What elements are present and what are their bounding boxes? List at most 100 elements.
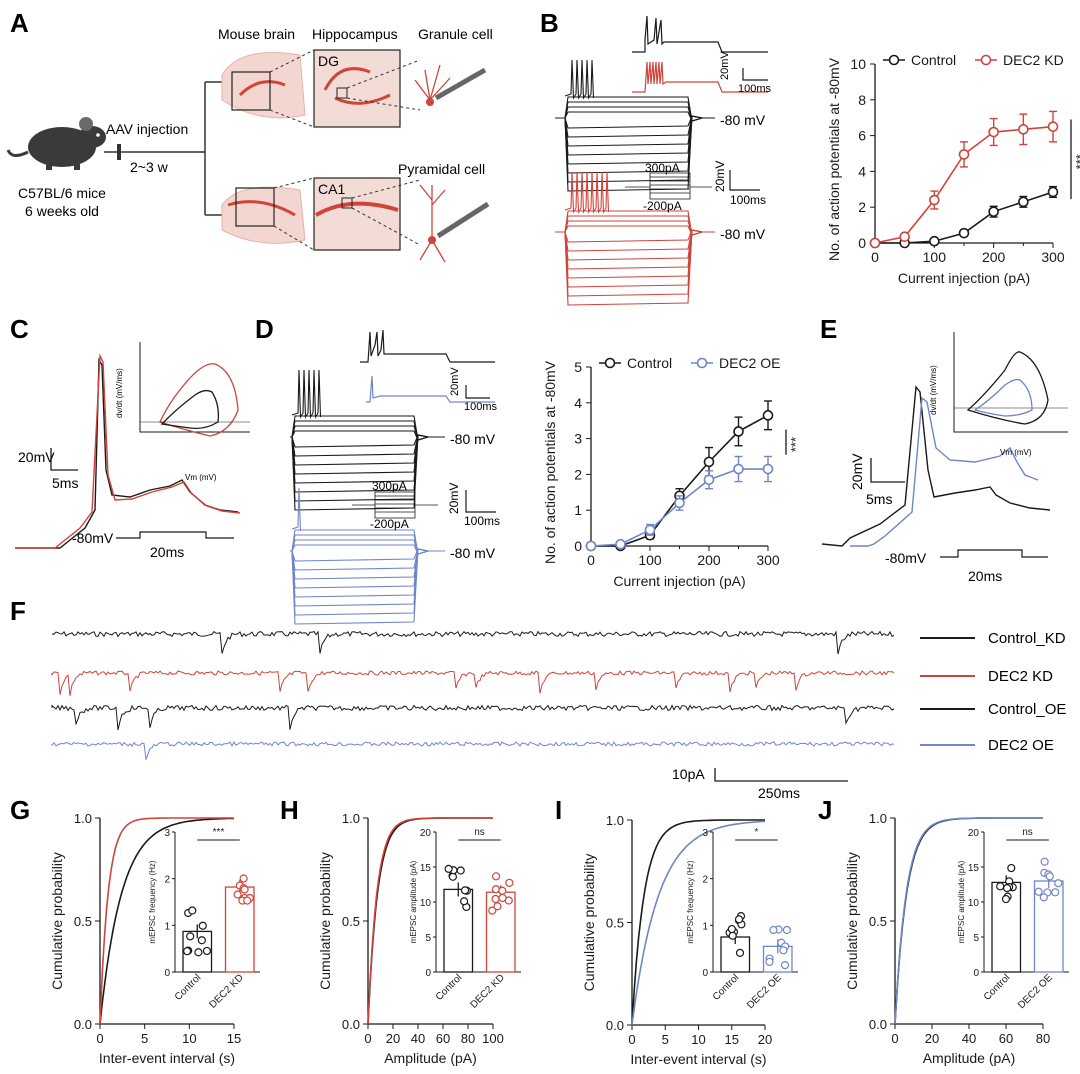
legend-label-control-oe: Control_OE	[988, 701, 1067, 718]
depolarizing-step-trace	[555, 210, 715, 236]
inset-y-tick-label: 20	[420, 828, 432, 839]
inset-significance-marker: ns	[474, 827, 485, 838]
y-axis-label: Cumulative probability	[317, 852, 333, 990]
inset-data-point	[456, 866, 465, 875]
cdf-control	[367, 817, 493, 1025]
chart-B: 0 100 200 300 0 2 4 6 8 10 Current injection (pA) N…	[826, 52, 1080, 286]
panel-d-holding-control: -80 mV	[450, 431, 496, 447]
data-point	[929, 235, 940, 247]
panel-f-scale-time: 250ms	[758, 785, 801, 801]
y-tick-label: 1.0	[869, 811, 887, 826]
x-tick-label: 80	[1036, 1031, 1050, 1046]
x-tick-label: 200	[982, 249, 1006, 265]
panel-e-holding: -80mV	[885, 550, 927, 566]
cdf-control	[631, 819, 765, 1026]
panel-label-i: I	[555, 795, 563, 825]
inset-data-point	[498, 886, 507, 895]
x-tick-label: 40	[411, 1031, 425, 1046]
inset-data-point	[488, 906, 497, 915]
inset-category-label: Control	[982, 972, 1013, 1003]
inset-data-point	[782, 925, 791, 935]
panel-c-kd-ap	[15, 353, 241, 549]
cdf-treatment	[99, 817, 234, 1025]
inset-data-point	[779, 946, 788, 955]
inset-data-point	[1040, 857, 1049, 866]
inset-significance-marker: ns	[1022, 827, 1033, 838]
inset-data-point	[735, 948, 745, 957]
panel-c-duration: 20ms	[150, 544, 185, 560]
panel-label-a: A	[10, 8, 29, 38]
y-tick-label: 2	[574, 466, 582, 482]
data-point	[869, 237, 881, 249]
inset-data-point	[1034, 887, 1043, 896]
panel-b-kd-traces	[555, 171, 715, 306]
panel-e-scale-t: 5ms	[866, 491, 893, 507]
inset-data-point	[1051, 888, 1060, 897]
panel-c-scale-v: 20mV	[18, 449, 55, 465]
y-tick-label: 4	[574, 395, 582, 411]
y-axis-label: Cumulative probability	[49, 852, 65, 990]
inset-y-tick-label: 3	[702, 828, 708, 839]
panel-b-inset-control-trace	[632, 15, 768, 53]
chart-J: 0 20 40 60 80 0.0 0.5 1.0 Amplitude (pA) Cumulati…	[844, 811, 1069, 1066]
panel-d-inset-oe-trace	[366, 375, 495, 403]
x-tick-label: 10	[691, 1032, 705, 1047]
inset-data-point	[498, 893, 507, 903]
inset-data-point	[194, 948, 203, 957]
y-tick-label: 0.5	[74, 914, 92, 929]
inset-y-tick-label: 0	[702, 968, 708, 979]
x-axis-label: Current injection (pA)	[898, 270, 1030, 286]
inset-y-tick-label: 10	[420, 898, 432, 909]
data-point	[703, 456, 715, 468]
panel-label-c: C	[10, 314, 29, 344]
y-tick-label: 0.5	[342, 914, 360, 929]
y-tick-label: 2	[858, 199, 866, 215]
legend-marker	[888, 54, 900, 66]
y-tick-label: 0	[574, 538, 582, 554]
inset-data-point	[1003, 884, 1012, 893]
legend-marker	[980, 54, 992, 66]
inset-category-label: Control	[711, 972, 742, 1003]
inset-y-tick-label: 0	[973, 968, 979, 979]
x-tick-label: 40	[962, 1031, 976, 1046]
x-tick-label: 300	[756, 552, 780, 568]
panel-d-scale-t: 100ms	[464, 514, 501, 528]
panel-b-inset-kd-trace	[632, 61, 768, 93]
inset-y-tick-label: 5	[973, 933, 979, 944]
data-point	[1047, 186, 1059, 198]
inset-data-point	[491, 894, 500, 904]
inset-data-point	[505, 878, 514, 887]
panel-label-h: H	[280, 795, 299, 825]
inset-y-label: mEPSC amplitude (pA)	[957, 860, 966, 943]
x-axis-label: Amplitude (pA)	[384, 1050, 477, 1066]
spiking-trace	[564, 171, 610, 214]
inset-category-label: Control	[173, 972, 204, 1003]
inset-data-point	[1001, 894, 1011, 904]
panel-d-inset-scale-t: 100ms	[464, 401, 498, 413]
depolarizing-step-trace	[290, 529, 445, 555]
x-axis-label: Current injection (pA)	[613, 573, 745, 589]
inset-data-point	[460, 886, 470, 895]
spiking-trace	[291, 487, 302, 532]
x-tick-label: 0	[871, 249, 879, 265]
y-tick-label: 0.0	[74, 1017, 92, 1032]
y-axis-label: No. of action potentials at -80mV	[542, 360, 558, 564]
y-tick-label: 1	[574, 502, 582, 518]
inset-data-point	[240, 885, 249, 894]
inset-data-point	[188, 906, 197, 915]
mepsc-trace-row-2	[51, 704, 895, 731]
inset-data-point	[202, 946, 212, 956]
panel-c-scale-t: 5ms	[52, 475, 79, 491]
y-tick-label: 0	[858, 235, 866, 251]
y-tick-label: 5	[574, 359, 582, 375]
panel-c-step-icon	[116, 531, 234, 539]
x-tick-label: 200	[697, 552, 721, 568]
chart-D: 0 100 200 300 0 1 2 3 4 5 Current injection (pA) No…	[542, 355, 803, 589]
x-tick-label: 5	[141, 1031, 148, 1046]
dg-label: DG	[318, 53, 339, 69]
y-tick-label: 0.0	[606, 1018, 624, 1033]
legend-label-dec2-kd: DEC2 KD	[988, 668, 1054, 685]
inset-y-label: mEPSC amplitude (pA)	[409, 860, 418, 943]
